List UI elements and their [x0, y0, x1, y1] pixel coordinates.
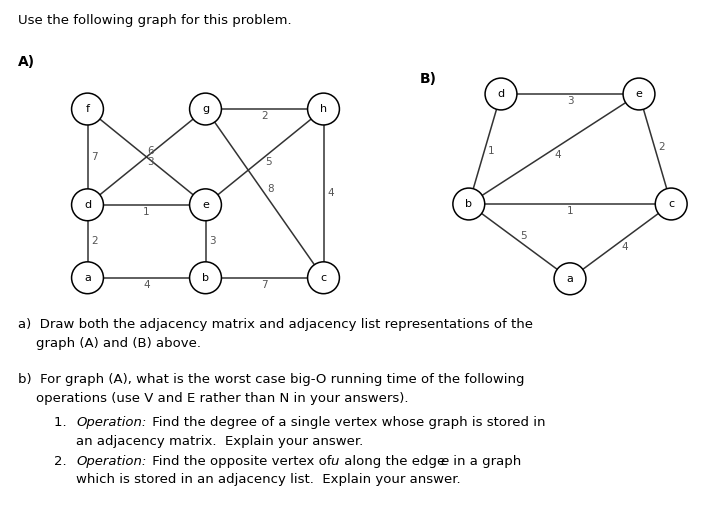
Text: Use the following graph for this problem.: Use the following graph for this problem… — [18, 14, 292, 27]
Circle shape — [190, 189, 222, 221]
Circle shape — [308, 262, 340, 294]
Text: b: b — [202, 273, 209, 283]
Text: b)  For graph (A), what is the worst case big-O running time of the following: b) For graph (A), what is the worst case… — [18, 374, 524, 386]
Text: g: g — [202, 104, 209, 114]
Text: 2: 2 — [91, 236, 98, 246]
Circle shape — [485, 78, 517, 110]
Text: 1: 1 — [143, 207, 150, 217]
Text: a: a — [84, 273, 91, 283]
Circle shape — [623, 78, 655, 110]
Text: A): A) — [18, 55, 35, 69]
Text: f: f — [85, 104, 90, 114]
Text: a)  Draw both the adjacency matrix and adjacency list representations of the: a) Draw both the adjacency matrix and ad… — [18, 318, 533, 331]
Text: c: c — [321, 273, 327, 283]
Text: u: u — [330, 455, 338, 468]
Text: e: e — [202, 200, 209, 210]
Text: 2: 2 — [659, 142, 665, 152]
Text: 4: 4 — [621, 242, 628, 252]
Text: 3: 3 — [148, 157, 154, 167]
Text: e: e — [440, 455, 448, 468]
Text: 1: 1 — [488, 146, 495, 156]
Text: d: d — [84, 200, 91, 210]
Text: 3: 3 — [209, 236, 216, 246]
Circle shape — [72, 262, 104, 294]
Text: 4: 4 — [327, 188, 334, 198]
Text: Operation:: Operation: — [76, 416, 146, 429]
Text: 5: 5 — [266, 157, 272, 167]
Text: d: d — [497, 89, 505, 99]
Text: Operation:: Operation: — [76, 455, 146, 468]
Text: 4: 4 — [555, 150, 561, 160]
Circle shape — [190, 262, 222, 294]
Text: in a graph: in a graph — [449, 455, 521, 468]
Circle shape — [655, 188, 687, 220]
Text: 3: 3 — [567, 96, 573, 106]
Text: b: b — [466, 199, 472, 209]
Text: Find the opposite vertex of: Find the opposite vertex of — [148, 455, 336, 468]
Circle shape — [453, 188, 485, 220]
Text: 1.: 1. — [54, 416, 75, 429]
Text: 8: 8 — [267, 184, 274, 195]
Text: 4: 4 — [143, 280, 150, 290]
Text: 5: 5 — [521, 231, 527, 241]
Text: 1: 1 — [567, 206, 573, 216]
Text: along the edge: along the edge — [340, 455, 450, 468]
Text: Find the degree of a single vertex whose graph is stored in: Find the degree of a single vertex whose… — [148, 416, 545, 429]
Text: h: h — [320, 104, 327, 114]
Text: B): B) — [420, 72, 437, 86]
Text: a: a — [567, 274, 573, 284]
Text: 7: 7 — [91, 152, 98, 162]
Circle shape — [72, 189, 104, 221]
Text: c: c — [668, 199, 674, 209]
Text: 2: 2 — [261, 111, 268, 121]
Text: 6: 6 — [148, 147, 154, 156]
Text: graph (A) and (B) above.: graph (A) and (B) above. — [36, 336, 201, 349]
Text: operations (use V and E rather than N in your answers).: operations (use V and E rather than N in… — [36, 392, 408, 405]
Text: an adjacency matrix.  Explain your answer.: an adjacency matrix. Explain your answer… — [76, 434, 363, 447]
Text: e: e — [636, 89, 642, 99]
Circle shape — [190, 93, 222, 125]
Circle shape — [308, 93, 340, 125]
Text: which is stored in an adjacency list.  Explain your answer.: which is stored in an adjacency list. Ex… — [76, 473, 460, 487]
Text: 2.: 2. — [54, 455, 75, 468]
Text: 7: 7 — [261, 280, 268, 290]
Circle shape — [554, 263, 586, 295]
Circle shape — [72, 93, 104, 125]
